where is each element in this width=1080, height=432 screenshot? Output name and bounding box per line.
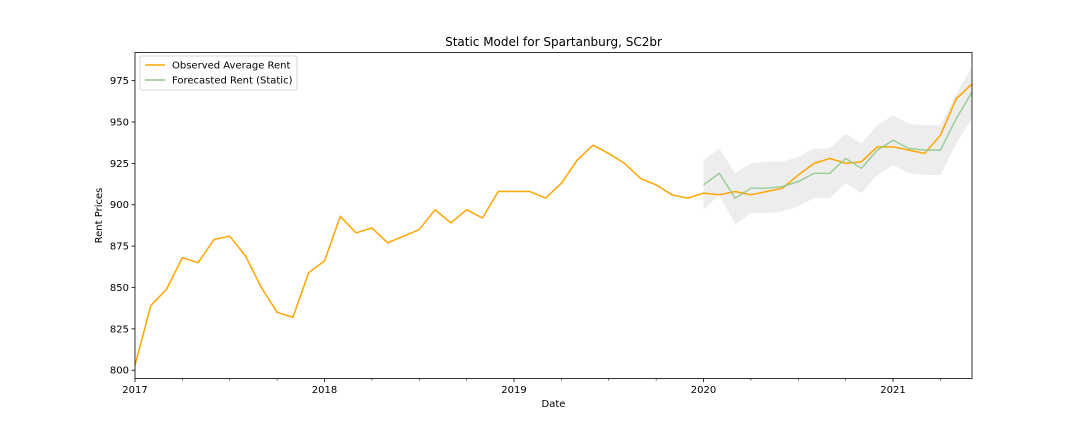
y-axis-label: Rent Prices: [94, 188, 105, 244]
plot-area: [134, 67, 973, 366]
x-tick-label: 2020: [691, 385, 716, 396]
x-tick-label: 2018: [312, 385, 337, 396]
y-tick-label: 950: [110, 118, 129, 129]
observed-average-rent-line: [134, 83, 973, 366]
y-axis: 800 825 850 875 900 925 950 975: [110, 76, 135, 377]
y-tick-label: 900: [110, 200, 129, 211]
legend: Observed Average Rent Forecasted Rent (S…: [139, 55, 298, 91]
x-tick-label: 2019: [501, 385, 526, 396]
x-axis-label: Date: [542, 399, 566, 410]
chart-title: Static Model for Spartanburg, SC2br: [445, 35, 662, 49]
x-tick-label: 2017: [122, 385, 147, 396]
legend-label-forecast: Forecasted Rent (Static): [172, 76, 293, 87]
forecasted-rent-line: [703, 91, 973, 199]
y-tick-label: 800: [110, 366, 129, 377]
y-tick-label: 975: [110, 76, 129, 87]
y-tick-label: 825: [110, 324, 129, 335]
legend-label-observed: Observed Average Rent: [172, 61, 291, 72]
plot-frame: [134, 52, 973, 379]
forecast-confidence-band: [703, 67, 972, 225]
legend-box: [139, 55, 298, 91]
y-tick-label: 925: [110, 159, 129, 170]
y-tick-label: 875: [110, 242, 129, 253]
y-tick-label: 850: [110, 283, 129, 294]
x-axis: 2017 2018 2019 2020 2021: [122, 378, 941, 396]
x-tick-label: 2021: [880, 385, 905, 396]
